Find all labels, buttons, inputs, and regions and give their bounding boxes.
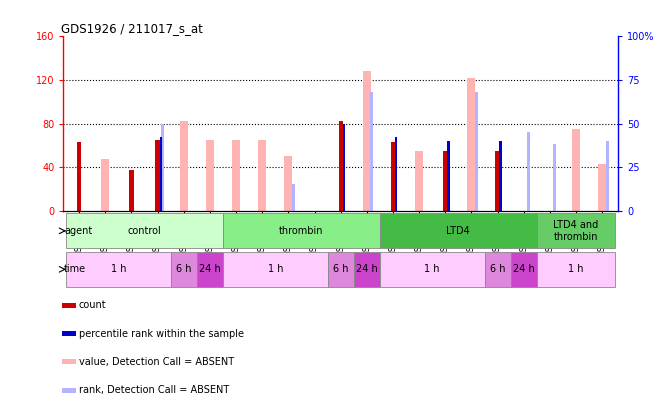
Bar [292, 185, 295, 211]
Bar [363, 71, 371, 211]
Bar [447, 141, 450, 211]
Text: GDS1926 / 211017_s_at: GDS1926 / 211017_s_at [61, 22, 202, 35]
Bar [285, 156, 293, 211]
Bar [443, 151, 448, 211]
Bar [61, 388, 76, 393]
Bar [161, 124, 164, 211]
Bar [61, 303, 76, 308]
Text: count: count [79, 300, 106, 310]
Bar [468, 78, 476, 211]
Text: control: control [128, 226, 162, 236]
Bar [572, 129, 580, 211]
Text: LTD4 and
thrombin: LTD4 and thrombin [553, 220, 599, 242]
Bar [66, 213, 223, 248]
Text: time: time [64, 264, 86, 274]
Bar [415, 151, 423, 211]
Bar [537, 213, 615, 248]
Bar [537, 252, 615, 287]
Bar [180, 122, 188, 211]
Bar [156, 140, 160, 211]
Text: 6 h: 6 h [490, 264, 506, 274]
Bar [130, 171, 134, 211]
Bar [510, 252, 537, 287]
Text: percentile rank within the sample: percentile rank within the sample [79, 328, 244, 339]
Text: 1 h: 1 h [111, 264, 126, 274]
Text: 1 h: 1 h [424, 264, 440, 274]
Text: 1 h: 1 h [268, 264, 283, 274]
Bar [391, 142, 395, 211]
Bar [197, 252, 223, 287]
Bar [61, 331, 76, 336]
Text: agent: agent [64, 226, 92, 236]
Bar [171, 252, 197, 287]
Bar [77, 142, 81, 211]
Text: 24 h: 24 h [356, 264, 377, 274]
Bar [484, 252, 510, 287]
Bar [380, 213, 537, 248]
Bar [395, 137, 397, 211]
Text: thrombin: thrombin [279, 226, 324, 236]
Text: 24 h: 24 h [513, 264, 534, 274]
Bar [232, 140, 240, 211]
Text: value, Detection Call = ABSENT: value, Detection Call = ABSENT [79, 357, 234, 367]
Text: rank, Detection Call = ABSENT: rank, Detection Call = ABSENT [79, 385, 229, 395]
Bar [500, 141, 502, 211]
Text: LTD4: LTD4 [446, 226, 470, 236]
Text: 6 h: 6 h [333, 264, 349, 274]
Bar [66, 252, 171, 287]
Bar [354, 252, 380, 287]
Bar [223, 213, 380, 248]
Bar [327, 252, 354, 287]
Bar [553, 145, 556, 211]
Bar [527, 132, 530, 211]
Bar [370, 92, 373, 211]
Text: 24 h: 24 h [199, 264, 221, 274]
Bar [343, 124, 345, 211]
Bar [475, 92, 478, 211]
Bar [605, 141, 609, 211]
Bar [102, 160, 110, 211]
Bar [259, 140, 266, 211]
Bar [160, 137, 162, 211]
Text: 6 h: 6 h [176, 264, 192, 274]
Text: 1 h: 1 h [568, 264, 584, 274]
Bar [380, 252, 484, 287]
Bar [223, 252, 327, 287]
Bar [206, 140, 214, 211]
Bar [496, 151, 500, 211]
Bar [61, 359, 76, 364]
Bar [339, 122, 343, 211]
Bar [599, 164, 606, 211]
